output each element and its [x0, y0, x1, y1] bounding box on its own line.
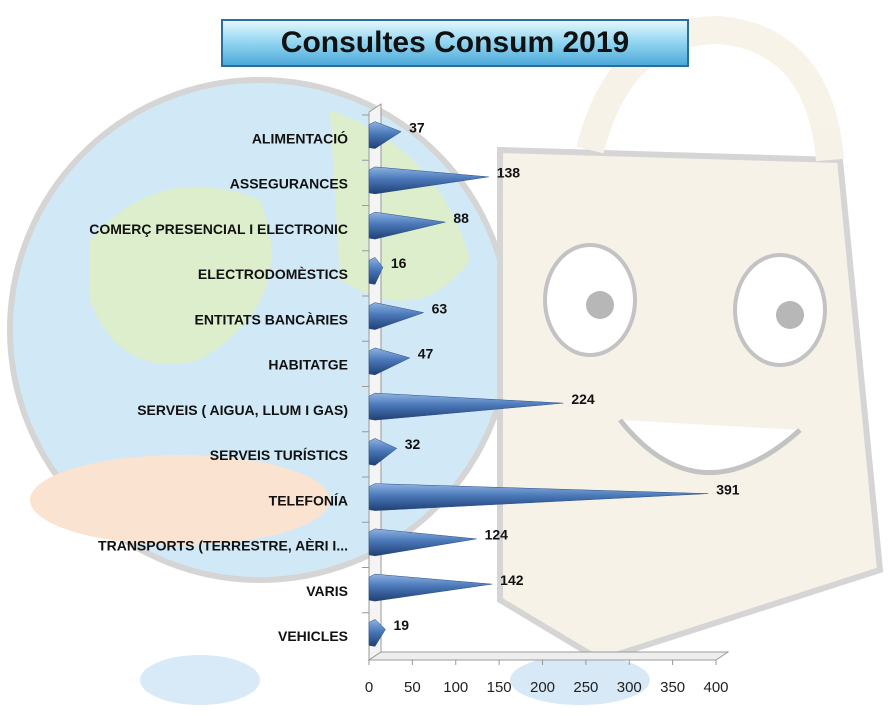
bar	[369, 529, 477, 556]
y-tick-label: TRANSPORTS (TERRESTRE, AÈRI I...	[98, 538, 348, 554]
bar	[369, 574, 492, 601]
page: {"chart_data": {"type": "bar", "orientat…	[0, 0, 891, 717]
y-tick-label: VARIS	[306, 583, 348, 599]
chart: Consultes Consum 2019 0 50 100 150 200 250 300…	[0, 0, 891, 717]
axis-floor	[369, 652, 728, 660]
chart-title: Consultes Consum 2019	[281, 26, 629, 59]
y-tick-label: ELECTRODOMÈSTICS	[198, 266, 348, 282]
value-label: 124	[485, 527, 509, 543]
x-tick-label: 300	[617, 679, 642, 696]
value-label: 224	[571, 391, 595, 407]
x-tick-label: 150	[487, 679, 512, 696]
value-label: 88	[453, 210, 469, 226]
x-tick-label: 50	[404, 679, 421, 696]
x-tick-label: 250	[573, 679, 598, 696]
x-tick-label: 0	[365, 679, 373, 696]
y-tick-label: HABITATGE	[268, 357, 348, 373]
y-tick-label: SERVEIS ( AIGUA, LLUM I GAS)	[137, 402, 348, 418]
y-tick-label: ASSEGURANCES	[230, 176, 348, 192]
y-tick-label: ALIMENTACIÓ	[252, 129, 348, 146]
bar	[369, 619, 385, 646]
background-illustration	[10, 30, 880, 705]
y-tick-label: COMERÇ PRESENCIAL I ELECTRONIC	[89, 221, 348, 237]
y-tick-label: SERVEIS TURÍSTICS	[210, 447, 348, 463]
value-label: 47	[418, 346, 434, 362]
value-label: 37	[409, 119, 425, 135]
value-label: 138	[497, 165, 521, 181]
x-tick-label: 100	[443, 679, 468, 696]
y-tick-label: VEHICLES	[278, 628, 348, 644]
x-tick-label: 400	[703, 679, 728, 696]
x-tick-label: 200	[530, 679, 555, 696]
value-label: 391	[716, 481, 740, 497]
value-label: 142	[500, 572, 524, 588]
value-label: 16	[391, 255, 407, 271]
value-label: 32	[405, 436, 421, 452]
y-tick-label: TELEFONÍA	[269, 492, 348, 508]
value-label: 19	[393, 617, 409, 633]
value-label: 63	[432, 300, 448, 316]
y-tick-label: ENTITATS BANCÀRIES	[195, 311, 348, 327]
x-tick-label: 350	[660, 679, 685, 696]
